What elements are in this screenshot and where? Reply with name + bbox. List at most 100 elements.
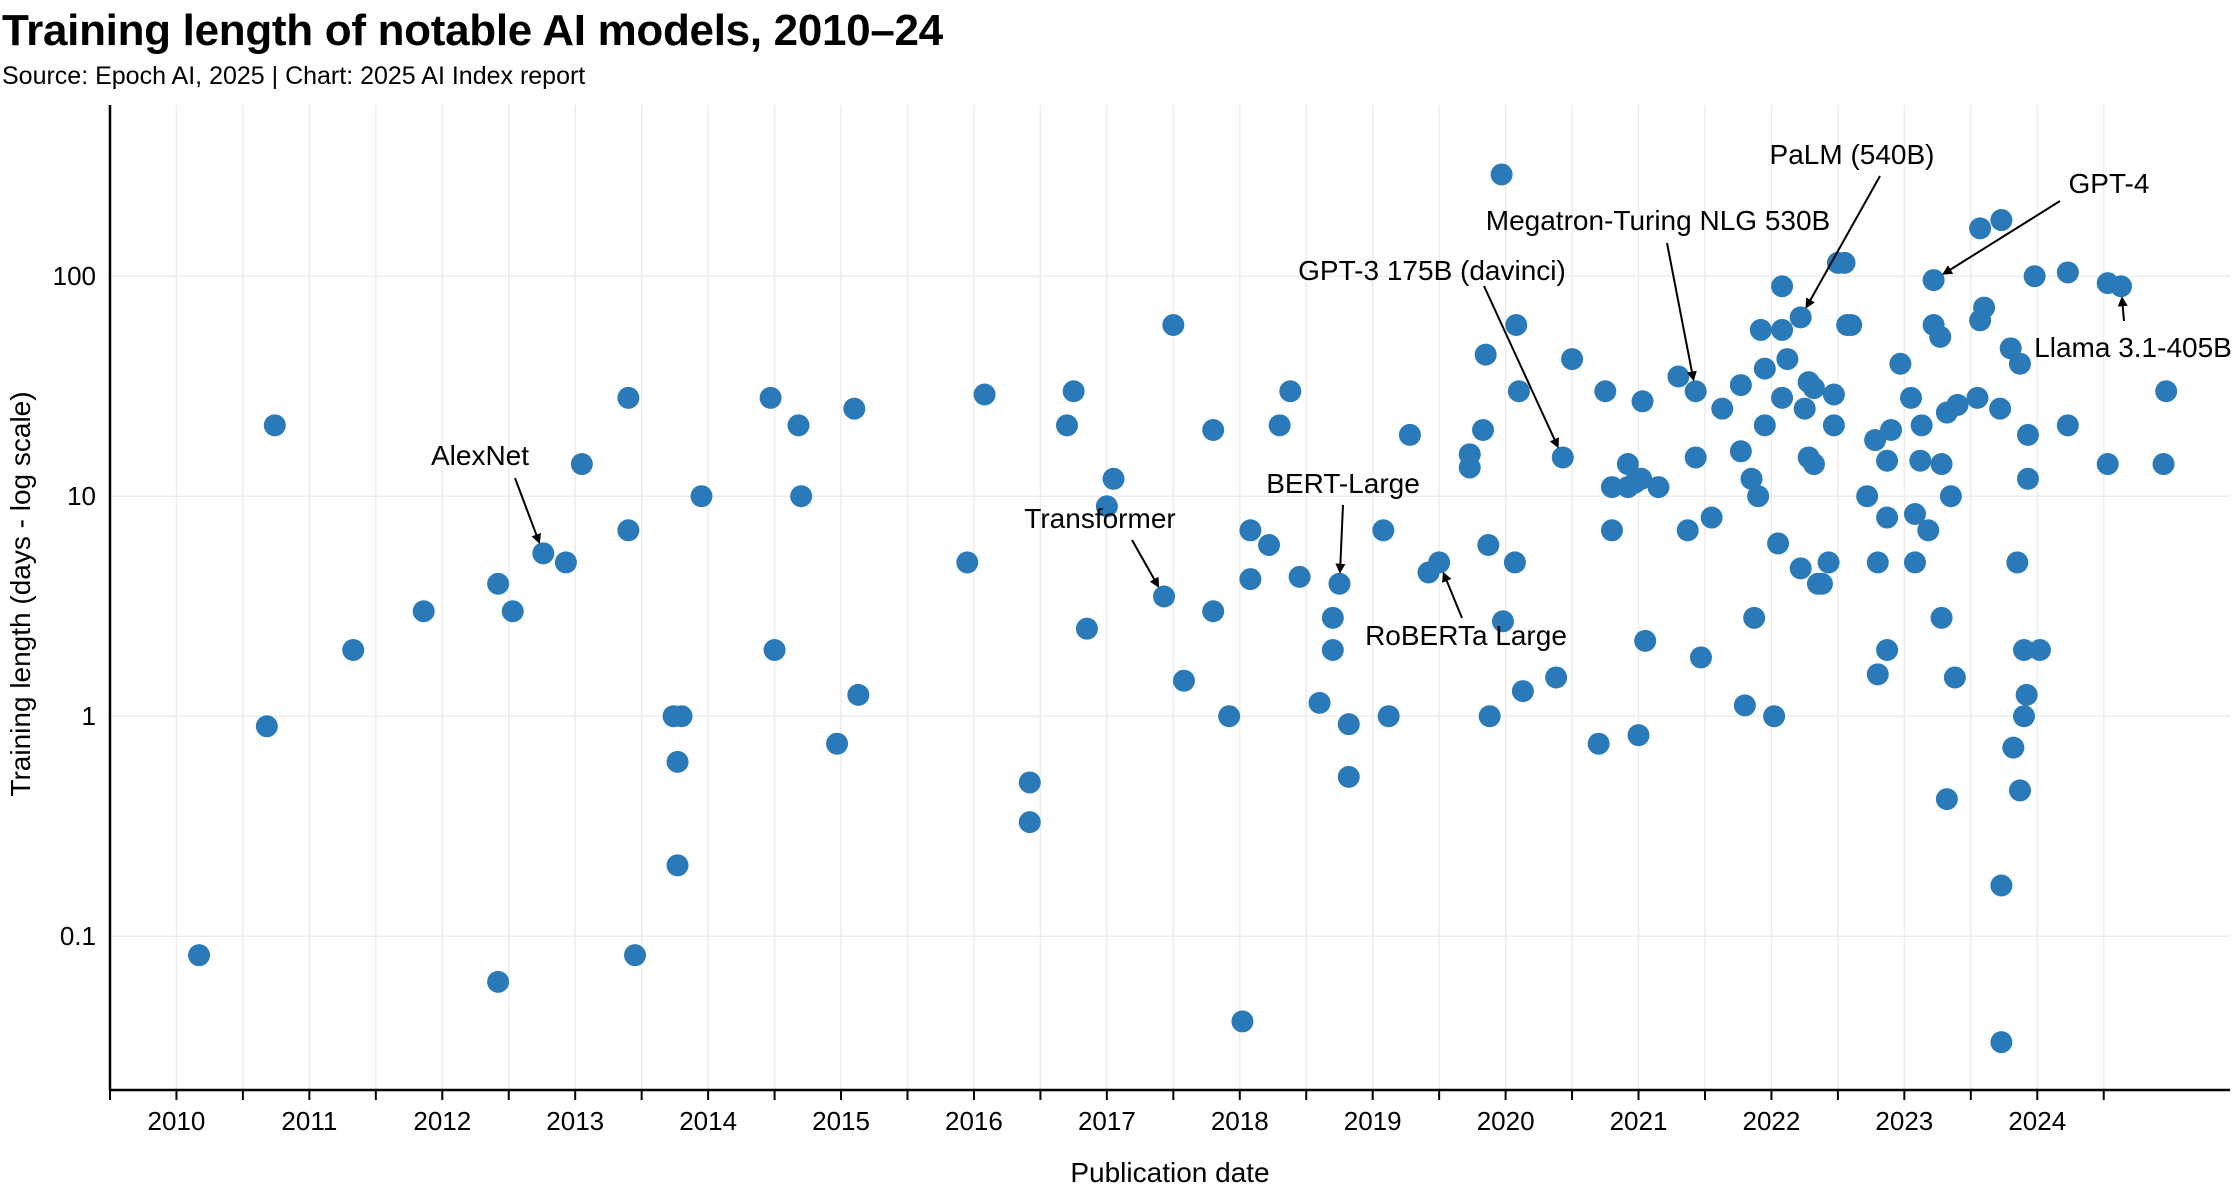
data-point — [2016, 467, 2039, 490]
data-point — [1776, 348, 1799, 371]
x-tick-label: 2011 — [281, 1106, 337, 1136]
annotation-arrow — [1442, 571, 1463, 619]
data-point — [1321, 638, 1344, 661]
data-point — [1321, 606, 1344, 629]
data-point — [1594, 380, 1617, 403]
data-point — [1989, 397, 2012, 420]
y-tick-label: 1 — [82, 701, 96, 731]
data-point — [2012, 638, 2035, 661]
data-point — [1472, 418, 1495, 441]
annotation-arrow — [1666, 242, 1697, 382]
x-tick-label: 2015 — [812, 1106, 870, 1136]
annotation-label: Llama 3.1-405B — [2034, 332, 2232, 363]
data-point — [1866, 663, 1889, 686]
data-point — [1398, 423, 1421, 446]
data-point — [487, 970, 510, 993]
data-point — [1684, 446, 1707, 469]
data-point — [1909, 449, 1932, 472]
annotation-label: GPT-4 — [2069, 168, 2150, 199]
data-point — [1268, 414, 1291, 437]
x-tick-label: 2021 — [1610, 1106, 1668, 1136]
data-point — [1491, 610, 1514, 633]
data-points — [188, 163, 2178, 1054]
data-point — [1789, 557, 1812, 580]
data-point — [1793, 397, 1816, 420]
data-point — [1676, 519, 1699, 542]
annotation-arrow — [2117, 296, 2128, 322]
data-point — [2023, 265, 2046, 288]
data-point — [1876, 638, 1899, 661]
data-point — [1377, 705, 1400, 728]
data-point — [1802, 453, 1825, 476]
x-tick-label: 2010 — [148, 1106, 206, 1136]
data-point — [1969, 217, 1992, 240]
data-point — [1990, 209, 2013, 232]
data-point — [2002, 736, 2025, 759]
annotation-arrow — [1131, 539, 1160, 588]
x-tick-label: 2017 — [1078, 1106, 1136, 1136]
data-point — [2152, 453, 2175, 476]
data-point — [666, 750, 689, 773]
data-point — [501, 600, 524, 623]
data-point — [1990, 874, 2013, 897]
data-point — [1684, 380, 1707, 403]
data-point — [624, 944, 647, 967]
annotation-label: Transformer — [1024, 503, 1175, 534]
data-point — [1218, 705, 1241, 728]
data-point — [1202, 418, 1225, 441]
data-point — [1507, 380, 1530, 403]
data-point — [1288, 565, 1311, 588]
data-point — [1880, 418, 1903, 441]
data-point — [1616, 453, 1639, 476]
data-point — [554, 551, 577, 574]
data-point — [1711, 397, 1734, 420]
data-point — [1930, 606, 1953, 629]
data-point — [1973, 296, 1996, 319]
data-point — [1700, 506, 1723, 529]
data-point — [1729, 374, 1752, 397]
x-tick-label: 2013 — [546, 1106, 604, 1136]
data-point — [1428, 551, 1451, 574]
data-point — [255, 715, 278, 738]
x-tick-label: 2019 — [1344, 1106, 1402, 1136]
y-tick-label: 0.1 — [60, 921, 96, 951]
data-point — [1075, 617, 1098, 640]
data-point — [1743, 606, 1766, 629]
x-tick-label: 2023 — [1875, 1106, 1933, 1136]
x-tick-label: 2018 — [1211, 1106, 1269, 1136]
data-point — [1600, 476, 1623, 499]
data-point — [342, 638, 365, 661]
data-point — [2028, 638, 2051, 661]
data-point — [1866, 551, 1889, 574]
data-point — [1627, 724, 1650, 747]
data-point — [2110, 275, 2133, 298]
x-axis-title: Publication date — [1070, 1157, 1269, 1188]
data-point — [1856, 485, 1879, 508]
data-point — [1889, 352, 1912, 375]
data-point — [1551, 446, 1574, 469]
annotations: AlexNet Transformer BERT-Large RoBERTa Larg… — [431, 139, 2232, 651]
data-point — [532, 542, 555, 565]
data-point — [1689, 646, 1712, 669]
data-point — [1055, 414, 1078, 437]
data-point — [1505, 314, 1528, 337]
data-point — [1600, 519, 1623, 542]
data-point — [1162, 314, 1185, 337]
data-point — [1630, 467, 1653, 490]
data-point — [2155, 380, 2178, 403]
data-point — [2006, 551, 2029, 574]
data-point — [1561, 348, 1584, 371]
data-point — [1910, 414, 1933, 437]
data-point — [1822, 383, 1845, 406]
data-point — [1095, 495, 1118, 518]
data-point — [1917, 519, 1940, 542]
data-point — [1747, 485, 1770, 508]
data-point — [1840, 314, 1863, 337]
data-point — [1587, 732, 1610, 755]
annotation-label: PaLM (540B) — [1770, 139, 1935, 170]
y-tick-label: 10 — [67, 481, 96, 511]
data-point — [1763, 705, 1786, 728]
x-tick-label: 2012 — [413, 1106, 471, 1136]
data-point — [787, 414, 810, 437]
